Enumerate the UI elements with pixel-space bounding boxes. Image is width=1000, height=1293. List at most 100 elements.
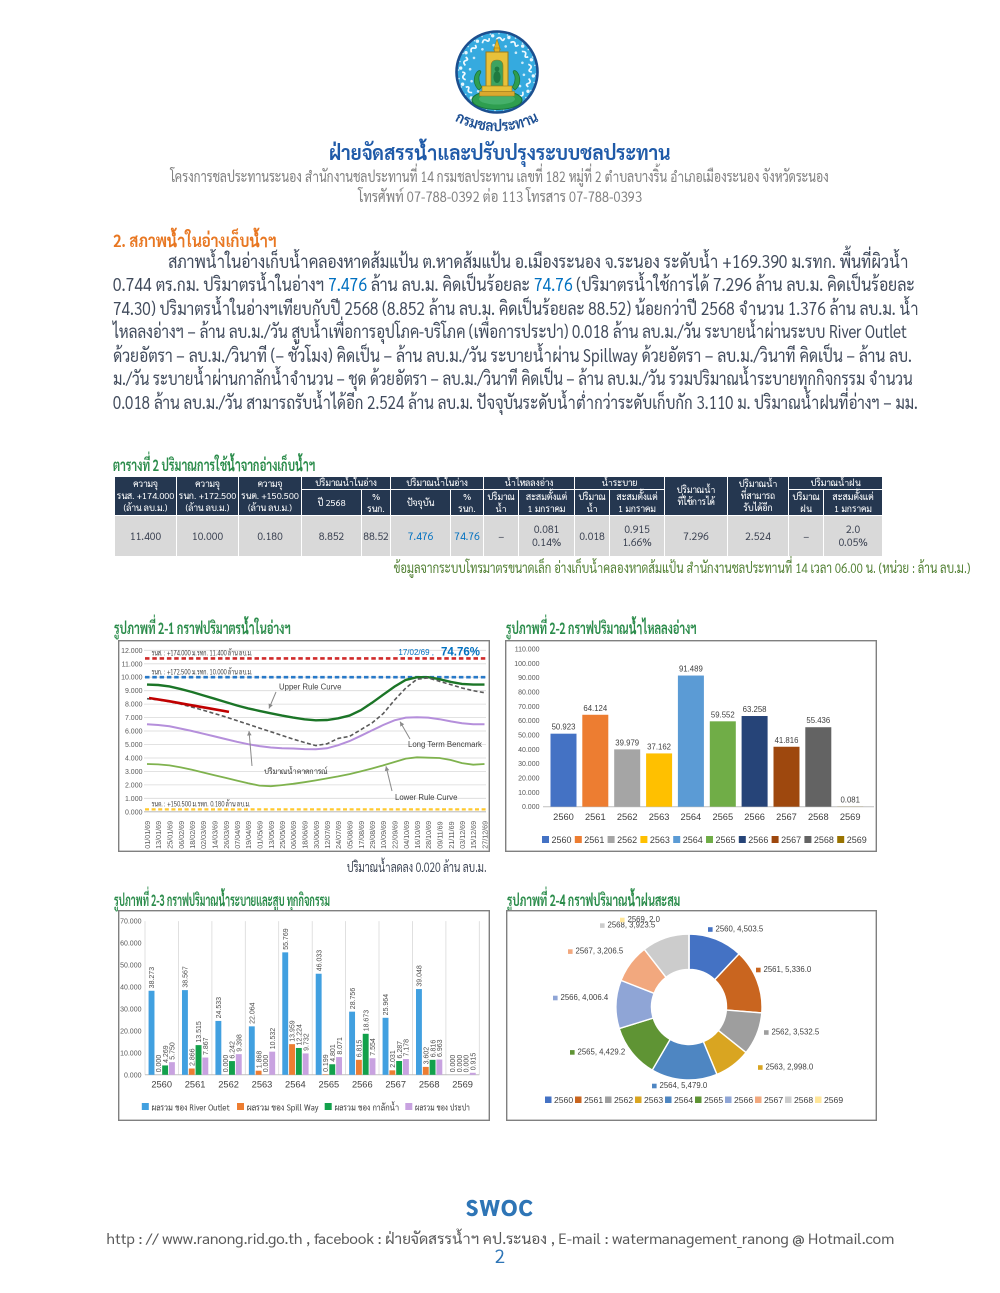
svg-text:55.769: 55.769 [283,928,290,950]
svg-text:2561, 5,336.0: 2561, 5,336.0 [764,965,812,974]
svg-text:7.000: 7.000 [125,715,143,722]
svg-text:2560: 2560 [554,1095,573,1105]
svg-text:12.224: 12.224 [297,1024,304,1046]
svg-text:9.398: 9.398 [237,1034,244,1052]
svg-text:ผลรวม ของ River Outlet: ผลรวม ของ River Outlet [151,1102,230,1113]
svg-text:2.000: 2.000 [125,782,143,789]
svg-text:0.000: 0.000 [457,1055,464,1073]
svg-text:6.000: 6.000 [125,729,143,736]
svg-text:2561: 2561 [584,1095,603,1105]
svg-text:2560: 2560 [151,1079,172,1089]
svg-text:2566, 4,006.4: 2566, 4,006.4 [561,993,609,1002]
svg-text:2568, 3,923.5: 2568, 3,923.5 [608,921,656,930]
svg-text:22.064: 22.064 [250,1002,257,1024]
svg-text:46.033: 46.033 [316,950,323,972]
svg-text:0.199: 0.199 [323,1054,330,1072]
svg-text:20.000: 20.000 [518,776,540,783]
svg-text:18.673: 18.673 [363,1010,370,1032]
svg-text:50.000: 50.000 [518,733,540,740]
svg-text:01/01/69: 01/01/69 [143,821,152,849]
svg-text:8.000: 8.000 [125,702,143,709]
svg-text:2562: 2562 [617,812,638,822]
svg-text:2564: 2564 [674,1095,693,1105]
svg-text:20.000: 20.000 [120,1028,142,1035]
svg-text:05/08/69: 05/08/69 [346,821,355,849]
svg-text:60.000: 60.000 [518,718,540,725]
svg-text:5.000: 5.000 [125,742,143,749]
svg-text:12.000: 12.000 [121,648,143,655]
svg-text:ผลรวม ของ ประปา: ผลรวม ของ ประปา [415,1102,470,1113]
svg-text:13.959: 13.959 [290,1020,297,1042]
svg-text:13.515: 13.515 [196,1021,203,1043]
svg-text:2563: 2563 [649,812,670,822]
svg-text:91.489: 91.489 [679,665,703,674]
svg-text:3.602: 3.602 [424,1047,431,1065]
svg-text:Upper Rule Curve: Upper Rule Curve [279,683,341,692]
svg-text:03/12/69: 03/12/69 [458,821,467,849]
svg-text:2566: 2566 [748,835,768,845]
svg-text:ผลรวม ของ กาลักน้ำ: ผลรวม ของ กาลักน้ำ [334,1100,399,1113]
svg-text:0.081: 0.081 [840,796,860,805]
svg-text:2564: 2564 [681,812,702,822]
svg-text:04/10/69: 04/10/69 [402,821,411,849]
svg-text:63.258: 63.258 [743,705,767,714]
svg-text:80.000: 80.000 [518,690,540,697]
svg-text:2563: 2563 [644,1095,663,1105]
svg-text:38.567: 38.567 [183,966,190,988]
svg-text:2569: 2569 [824,1095,843,1105]
svg-text:17/08/69: 17/08/69 [357,821,366,849]
svg-text:40.000: 40.000 [120,985,142,992]
svg-text:2564: 2564 [683,835,703,845]
svg-text:39.048: 39.048 [417,965,424,987]
svg-text:2569, 2.0: 2569, 2.0 [628,915,661,924]
svg-text:4.000: 4.000 [125,756,143,763]
svg-text:2.031: 2.031 [390,1050,397,1068]
svg-text:6.287: 6.287 [397,1041,404,1059]
svg-text:27/12/69: 27/12/69 [481,821,490,849]
svg-text:14/03/69: 14/03/69 [211,821,220,849]
svg-text:17/02/69 ,: 17/02/69 , [398,648,434,657]
svg-text:2568: 2568 [419,1079,440,1089]
svg-text:2560, 4,503.5: 2560, 4,503.5 [716,925,764,934]
svg-text:2567: 2567 [776,812,797,822]
svg-text:2568: 2568 [808,812,829,822]
svg-text:10.000: 10.000 [518,790,540,797]
svg-text:30.000: 30.000 [120,1006,142,1013]
svg-text:10.000: 10.000 [120,1050,142,1057]
svg-text:15/12/69: 15/12/69 [469,821,478,849]
svg-text:2.866: 2.866 [189,1048,196,1066]
svg-text:30.000: 30.000 [518,761,540,768]
svg-text:70.000: 70.000 [120,919,142,926]
svg-text:30/06/69: 30/06/69 [312,821,321,849]
svg-text:12/07/69: 12/07/69 [323,821,332,849]
svg-text:18/02/69: 18/02/69 [188,821,197,849]
svg-text:ผลรวม ของ Spill Way: ผลรวม ของ Spill Way [247,1102,319,1113]
svg-text:2566: 2566 [744,812,765,822]
svg-text:02/03/69: 02/03/69 [199,821,208,849]
svg-text:10.000: 10.000 [121,675,143,682]
svg-text:2561: 2561 [185,1079,206,1089]
svg-text:10/09/69: 10/09/69 [379,821,388,849]
svg-text:2565: 2565 [319,1079,340,1089]
svg-text:90.000: 90.000 [518,675,540,682]
svg-text:21/11/69: 21/11/69 [447,821,456,848]
svg-text:0.000: 0.000 [124,1072,142,1079]
svg-text:38.273: 38.273 [149,967,156,989]
svg-text:0.000: 0.000 [263,1055,270,1073]
svg-text:2567: 2567 [764,1095,783,1105]
svg-text:2564, 5,479.0: 2564, 5,479.0 [660,1081,708,1090]
svg-text:2566: 2566 [734,1095,753,1105]
svg-text:0.000: 0.000 [450,1055,457,1073]
svg-text:37.162: 37.162 [647,742,671,751]
svg-text:4.269: 4.269 [163,1045,170,1063]
svg-text:6.963: 6.963 [437,1039,444,1057]
svg-text:0.000: 0.000 [125,809,143,816]
svg-text:19/04/69: 19/04/69 [244,821,253,849]
svg-text:2569: 2569 [840,812,861,822]
svg-text:22/09/69: 22/09/69 [391,821,400,849]
svg-text:รนก. : +172.500 ม.รทก. 10.000: รนก. : +172.500 ม.รทก. 10.000 ล้าน ลบ.ม. [152,666,253,676]
svg-text:06/02/69: 06/02/69 [177,821,186,849]
svg-text:0.000: 0.000 [156,1055,163,1073]
svg-text:39.979: 39.979 [615,738,639,747]
svg-text:50.923: 50.923 [552,723,576,732]
